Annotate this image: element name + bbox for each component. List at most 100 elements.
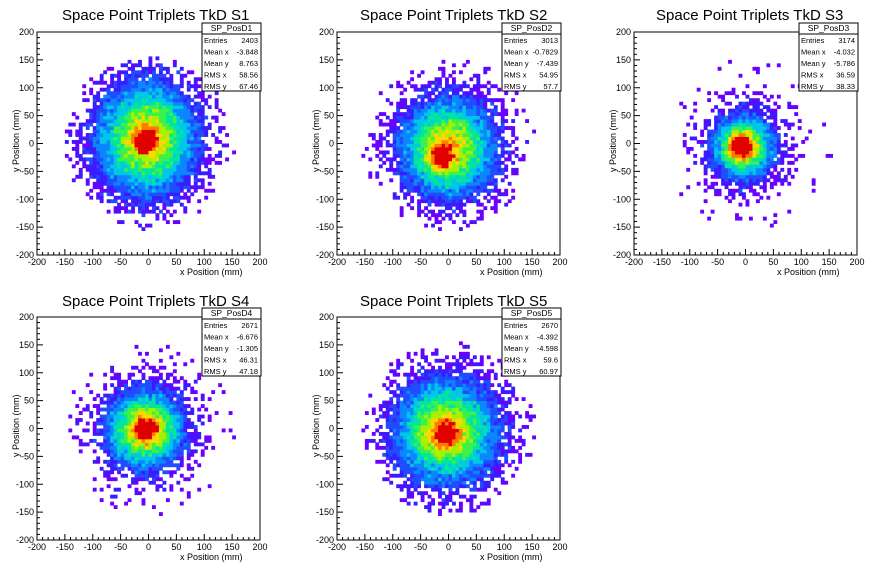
heatmap-cell	[110, 188, 115, 193]
heatmap-cell	[759, 133, 764, 137]
heatmap-cell	[134, 407, 139, 412]
heatmap-cell	[186, 153, 191, 158]
heatmap-cell	[413, 112, 418, 117]
heatmap-cell	[120, 119, 125, 123]
heatmap-cell	[117, 397, 122, 402]
heatmap-cell	[158, 438, 163, 443]
heatmap-cell	[752, 153, 757, 158]
heatmap-cell	[179, 421, 184, 426]
heatmap-cell	[113, 449, 118, 454]
heatmap-cell	[797, 126, 802, 130]
heatmap-cell	[364, 425, 369, 429]
heatmap-cell	[138, 181, 142, 186]
heatmap-cell	[106, 393, 111, 398]
heatmap-cell	[190, 140, 195, 144]
heatmap-cell	[396, 484, 401, 489]
heatmap-cell	[455, 157, 460, 162]
heatmap-cell	[735, 105, 739, 110]
heatmap-cell	[151, 456, 156, 461]
heatmap-cell	[438, 153, 442, 158]
heatmap-cell	[165, 115, 170, 120]
heatmap-cell	[434, 220, 439, 225]
heatmap-cell	[403, 445, 408, 450]
heatmap-cell	[193, 101, 198, 106]
heatmap-cell	[145, 157, 149, 162]
heatmap-cell	[155, 425, 160, 429]
heatmap-cell	[169, 112, 174, 117]
heatmap-cell	[176, 157, 181, 162]
heatmap-cell	[396, 383, 401, 388]
heatmap-cell	[403, 372, 408, 377]
heatmap-cell	[728, 133, 732, 137]
heatmap-cell	[197, 414, 202, 419]
heatmap-cell	[96, 140, 101, 144]
heatmap-cell	[89, 122, 94, 127]
heatmap-cell	[497, 192, 502, 197]
heatmap-cell	[403, 122, 408, 127]
heatmap-cell	[714, 105, 719, 110]
heatmap-cell	[424, 146, 428, 151]
heatmap-cell	[113, 143, 118, 148]
heatmap-cell	[207, 157, 212, 162]
heatmap-cell	[141, 213, 146, 218]
heatmap-cell	[434, 87, 439, 92]
heatmap-cell	[117, 372, 122, 377]
heatmap-cell	[92, 404, 97, 408]
heatmap-cell	[445, 213, 449, 218]
heatmap-cell	[141, 498, 146, 503]
heatmap-cell	[117, 195, 122, 200]
heatmap-cell	[141, 174, 146, 179]
heatmap-cell	[441, 87, 446, 92]
heatmap-cell	[127, 407, 132, 412]
heatmap-cell	[186, 418, 191, 422]
heatmap-cell	[769, 181, 774, 186]
heatmap-cell	[780, 119, 785, 123]
heatmap-cell	[431, 101, 435, 106]
heatmap-cell	[742, 167, 746, 172]
heatmap-cell	[145, 108, 149, 113]
heatmap-cell	[158, 484, 163, 489]
heatmap-cell	[403, 167, 408, 172]
heatmap-cell	[155, 77, 160, 82]
heatmap-cell	[783, 119, 788, 123]
heatmap-cell	[169, 445, 174, 450]
heatmap-cell	[221, 390, 226, 395]
heatmap-cell	[469, 185, 474, 190]
heatmap-cell	[117, 209, 122, 214]
heatmap-cell	[396, 84, 401, 89]
heatmap-cell	[745, 140, 750, 144]
heatmap-cell	[169, 400, 174, 405]
heatmap-cell	[162, 192, 167, 197]
heatmap-cell	[735, 108, 739, 113]
heatmap-cell	[514, 136, 519, 141]
heatmap-cell	[176, 181, 181, 186]
heatmap-cell	[448, 188, 453, 193]
heatmap-cell	[89, 150, 94, 155]
y-tick-label: 150	[319, 55, 334, 65]
heatmap-cell	[200, 157, 205, 162]
heatmap-cell	[493, 112, 498, 117]
heatmap-cell	[172, 195, 177, 200]
heatmap-cell	[403, 98, 408, 103]
heatmap-cell	[724, 119, 729, 123]
heatmap-cell	[134, 181, 139, 186]
heatmap-cell	[486, 108, 491, 113]
heatmap-cell	[406, 407, 411, 412]
heatmap-cell	[148, 94, 153, 99]
heatmap-cell	[113, 153, 118, 158]
heatmap-cell	[190, 167, 195, 172]
heatmap-cell	[776, 146, 781, 151]
heatmap-cell	[92, 425, 97, 429]
heatmap-cell	[138, 477, 142, 482]
heatmap-cell	[193, 153, 198, 158]
y-axis-label: y Position (mm)	[608, 109, 618, 172]
heatmap-cell	[438, 491, 442, 496]
heatmap-cell	[438, 178, 442, 183]
heatmap-cell	[117, 171, 122, 176]
heatmap-cell	[131, 157, 135, 162]
heatmap-cell	[172, 87, 177, 92]
heatmap-cell	[773, 133, 778, 137]
heatmap-cell	[155, 160, 160, 165]
heatmap-cell	[92, 174, 97, 179]
heatmap-cell	[434, 348, 439, 353]
